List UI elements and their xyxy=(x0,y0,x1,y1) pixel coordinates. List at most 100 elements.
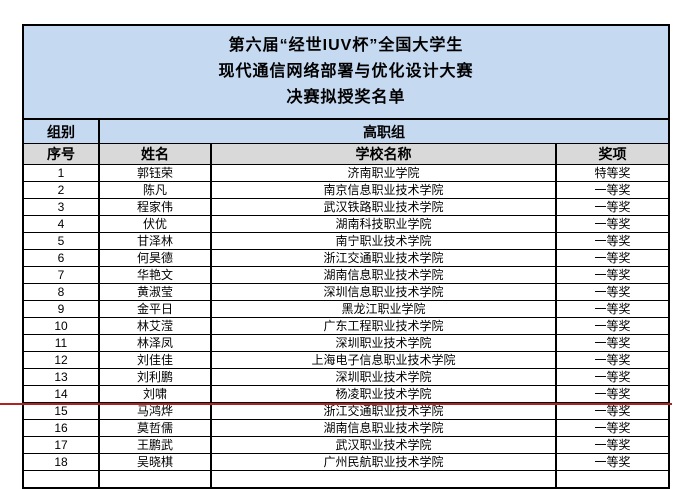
cell-award: 一等奖 xyxy=(554,402,671,420)
table-row: 6 何昊德 浙江交通职业技术学院 一等奖 xyxy=(22,249,671,267)
cell-award: 一等奖 xyxy=(554,198,671,216)
cell-no: 16 xyxy=(22,419,100,437)
cell-no: 18 xyxy=(22,453,100,471)
cell-award: 一等奖 xyxy=(554,385,671,403)
cell-no: 9 xyxy=(22,300,100,318)
cell-school: 黑龙江职业学院 xyxy=(210,300,557,318)
table-row: 10 林艾滢 广东工程职业技术学院 一等奖 xyxy=(22,317,671,335)
column-header-school: 学校名称 xyxy=(210,143,557,165)
cell-no: 5 xyxy=(22,232,100,250)
cell-no: 13 xyxy=(22,368,100,386)
cell-school: 杨凌职业技术学院 xyxy=(210,385,557,403)
cell-no: 14 xyxy=(22,385,100,403)
cell-school: 南宁职业技术学院 xyxy=(210,232,557,250)
cell-award: 一等奖 xyxy=(554,334,671,352)
cell-school: 济南职业学院 xyxy=(210,164,557,182)
group-value-cell: 高职组 xyxy=(97,118,671,144)
cell-award: 一等奖 xyxy=(554,266,671,284)
table-row: 13 刘利鹏 深圳职业技术学院 一等奖 xyxy=(22,368,671,386)
table-row: 1 郭钰荣 济南职业学院 特等奖 xyxy=(22,164,671,182)
table-row: 11 林泽凤 深圳职业技术学院 一等奖 xyxy=(22,334,671,352)
cell-name: 金平日 xyxy=(98,300,212,318)
cell-name: 马鸿烨 xyxy=(98,402,212,420)
document-title: 第六届“经世IUV杯”全国大学生 现代通信网络部署与优化设计大赛 决赛拟授奖名单 xyxy=(21,24,671,120)
title-row: 第六届“经世IUV杯”全国大学生 现代通信网络部署与优化设计大赛 决赛拟授奖名单 xyxy=(21,24,671,120)
cell-name: 何昊德 xyxy=(98,249,212,267)
cell-name: 刘佳佳 xyxy=(98,351,212,369)
cell-no: 17 xyxy=(22,436,100,454)
cell-name: 王鹏武 xyxy=(98,436,212,454)
cell-no: 11 xyxy=(22,334,100,352)
table-row: 18 吴晓棋 广州民航职业技术学院 一等奖 xyxy=(22,453,671,471)
cell-name: 伏优 xyxy=(98,215,212,233)
cell-award: 一等奖 xyxy=(554,283,671,301)
cell-no: 15 xyxy=(22,402,100,420)
table-row: 14 刘啸 杨凌职业技术学院 一等奖 xyxy=(22,385,671,403)
cell-no: 12 xyxy=(22,351,100,369)
cell-no: 8 xyxy=(22,283,100,301)
cell-school: 上海电子信息职业技术学院 xyxy=(210,351,557,369)
cell-no: 3 xyxy=(22,198,100,216)
table-row: 5 甘泽林 南宁职业技术学院 一等奖 xyxy=(22,232,671,250)
cell-award: 一等奖 xyxy=(554,368,671,386)
table-row: 15 马鸿烨 浙江交通职业技术学院 一等奖 xyxy=(22,402,671,420)
cell-school: 深圳信息职业技术学院 xyxy=(210,283,557,301)
cell-no: 6 xyxy=(22,249,100,267)
red-annotation-line xyxy=(0,403,672,405)
title-line-1: 第六届“经世IUV杯”全国大学生 xyxy=(228,37,464,54)
cell-award: 一等奖 xyxy=(554,300,671,318)
table-row: 8 黄淑莹 深圳信息职业技术学院 一等奖 xyxy=(22,283,671,301)
table-row: 2 陈凡 南京信息职业技术学院 一等奖 xyxy=(22,181,671,199)
column-header-no: 序号 xyxy=(22,143,100,165)
cell-name: 陈凡 xyxy=(98,181,212,199)
cell-school: 浙江交通职业技术学院 xyxy=(210,402,557,420)
cell-name: 刘啸 xyxy=(98,385,212,403)
cell-award: 一等奖 xyxy=(554,232,671,250)
table-row-cutoff xyxy=(22,470,671,489)
cell-school: 武汉铁路职业技术学院 xyxy=(210,198,557,216)
cell-no: 2 xyxy=(22,181,100,199)
cell-award: 一等奖 xyxy=(554,215,671,233)
table-row: 9 金平日 黑龙江职业学院 一等奖 xyxy=(22,300,671,318)
cell-award: 一等奖 xyxy=(554,453,671,471)
title-line-3: 决赛拟授奖名单 xyxy=(286,89,406,106)
cell-name: 郭钰荣 xyxy=(98,164,212,182)
cell-name: 黄淑莹 xyxy=(98,283,212,301)
document-canvas: 第六届“经世IUV杯”全国大学生 现代通信网络部署与优化设计大赛 决赛拟授奖名单… xyxy=(0,24,672,489)
cell-school: 湖南信息职业技术学院 xyxy=(210,266,557,284)
cell-award: 特等奖 xyxy=(554,164,671,182)
cell-school: 武汉职业技术学院 xyxy=(210,436,557,454)
cell-name: 林艾滢 xyxy=(98,317,212,335)
cell-school: 南京信息职业技术学院 xyxy=(210,181,557,199)
cell-award: 一等奖 xyxy=(554,181,671,199)
cell-school: 深圳职业技术学院 xyxy=(210,368,557,386)
cell-name: 华艳文 xyxy=(98,266,212,284)
cell-award: 一等奖 xyxy=(554,436,671,454)
cell-no: 10 xyxy=(22,317,100,335)
column-header-award: 奖项 xyxy=(554,143,671,165)
cell-award: 一等奖 xyxy=(554,317,671,335)
award-table: 第六届“经世IUV杯”全国大学生 现代通信网络部署与优化设计大赛 决赛拟授奖名单… xyxy=(21,24,671,489)
cell-school: 广东工程职业技术学院 xyxy=(210,317,557,335)
cell-school: 浙江交通职业技术学院 xyxy=(210,249,557,267)
cell-award: 一等奖 xyxy=(554,351,671,369)
cell-school: 深圳职业技术学院 xyxy=(210,334,557,352)
column-header-row: 序号 姓名 学校名称 奖项 xyxy=(22,143,671,165)
table-row: 4 伏优 湖南科技职业学院 一等奖 xyxy=(22,215,671,233)
table-row: 17 王鹏武 武汉职业技术学院 一等奖 xyxy=(22,436,671,454)
cell-no: 1 xyxy=(22,164,100,182)
cell-no: 7 xyxy=(22,266,100,284)
cell-award: 一等奖 xyxy=(554,419,671,437)
group-label-cell: 组别 xyxy=(22,118,100,144)
cell-school: 广州民航职业技术学院 xyxy=(210,453,557,471)
table-row: 3 程家伟 武汉铁路职业技术学院 一等奖 xyxy=(22,198,671,216)
table-row: 7 华艳文 湖南信息职业技术学院 一等奖 xyxy=(22,266,671,284)
table-row: 16 莫哲儒 湖南信息职业技术学院 一等奖 xyxy=(22,419,671,437)
cell-name: 刘利鹏 xyxy=(98,368,212,386)
table-row: 12 刘佳佳 上海电子信息职业技术学院 一等奖 xyxy=(22,351,671,369)
cell-no: 4 xyxy=(22,215,100,233)
cell-school: 湖南信息职业技术学院 xyxy=(210,419,557,437)
table-body: 1 郭钰荣 济南职业学院 特等奖 2 陈凡 南京信息职业技术学院 一等奖 3 程… xyxy=(22,164,671,489)
cell-name: 莫哲儒 xyxy=(98,419,212,437)
column-header-name: 姓名 xyxy=(98,143,212,165)
